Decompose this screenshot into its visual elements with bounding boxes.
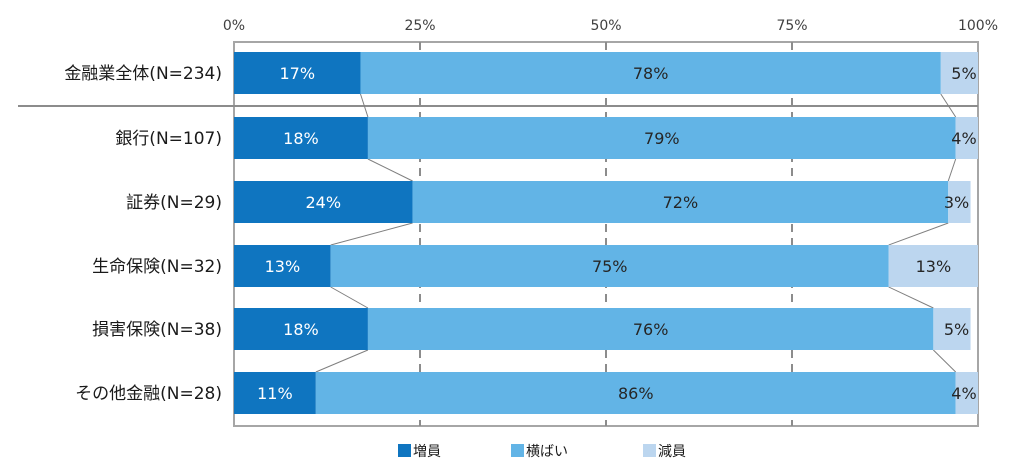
- data-label: 17%: [279, 64, 315, 83]
- bar-segment: [234, 308, 368, 350]
- legend-label: 減員: [658, 443, 686, 460]
- data-label: 4%: [951, 384, 976, 403]
- data-label: 76%: [633, 320, 669, 339]
- series-connector: [940, 93, 957, 118]
- bar-segment: [888, 245, 978, 287]
- category-label: 金融業全体(N=234): [64, 64, 222, 84]
- series-connector: [330, 286, 369, 309]
- data-label: 24%: [305, 193, 341, 212]
- series-connector: [888, 222, 949, 246]
- series-connector: [315, 349, 369, 373]
- x-tick-label: 0%: [223, 18, 245, 34]
- data-label: 5%: [951, 64, 976, 83]
- data-label: 78%: [633, 64, 669, 83]
- bar-segment: [234, 181, 413, 223]
- data-label: 3%: [944, 193, 969, 212]
- data-label: 79%: [644, 129, 680, 148]
- bar-segment: [330, 245, 889, 287]
- bar-segment: [367, 117, 956, 159]
- data-label: 86%: [618, 384, 654, 403]
- bar-segment: [955, 372, 978, 414]
- data-label: 18%: [283, 320, 319, 339]
- data-label: 18%: [283, 129, 319, 148]
- legend-swatch: [398, 444, 411, 457]
- category-label: 損害保険(N=38): [92, 320, 222, 340]
- series-connector: [933, 349, 957, 373]
- bar-segment: [955, 117, 978, 159]
- x-tick-label: 75%: [776, 18, 807, 34]
- bar-segment: [234, 117, 368, 159]
- bar-segment: [948, 181, 971, 223]
- bar-segment: [412, 181, 949, 223]
- legend-swatch: [643, 444, 656, 457]
- bar-segment: [360, 52, 941, 94]
- bar-segment: [933, 308, 971, 350]
- legend-label: 横ばい: [526, 444, 568, 460]
- x-tick-label: 25%: [404, 18, 435, 34]
- series-connector: [888, 286, 934, 309]
- series-connector: [947, 158, 957, 182]
- legend-swatch: [511, 444, 524, 457]
- bar-segment: [940, 52, 978, 94]
- data-label: 11%: [257, 384, 293, 403]
- legend-label: 増員: [413, 444, 441, 460]
- data-label: 13%: [265, 257, 301, 276]
- series-connector: [367, 158, 413, 182]
- bar-segment: [234, 245, 331, 287]
- series-connector: [330, 222, 413, 246]
- data-label: 72%: [663, 193, 699, 212]
- x-tick-label: 50%: [590, 18, 621, 34]
- bar-segment: [234, 52, 361, 94]
- category-label: 銀行(N=107): [115, 129, 222, 149]
- data-label: 13%: [916, 257, 952, 276]
- series-connector: [360, 93, 369, 118]
- bar-segment: [315, 372, 956, 414]
- data-label: 5%: [944, 320, 969, 339]
- category-label: 証券(N=29): [126, 193, 222, 213]
- x-tick-label: 100%: [958, 18, 998, 34]
- category-label: その他金融(N=28): [75, 384, 222, 404]
- data-label: 75%: [592, 257, 628, 276]
- category-label: 生命保険(N=32): [92, 257, 222, 277]
- bar-segment: [234, 372, 316, 414]
- bar-segment: [367, 308, 934, 350]
- data-label: 4%: [951, 129, 976, 148]
